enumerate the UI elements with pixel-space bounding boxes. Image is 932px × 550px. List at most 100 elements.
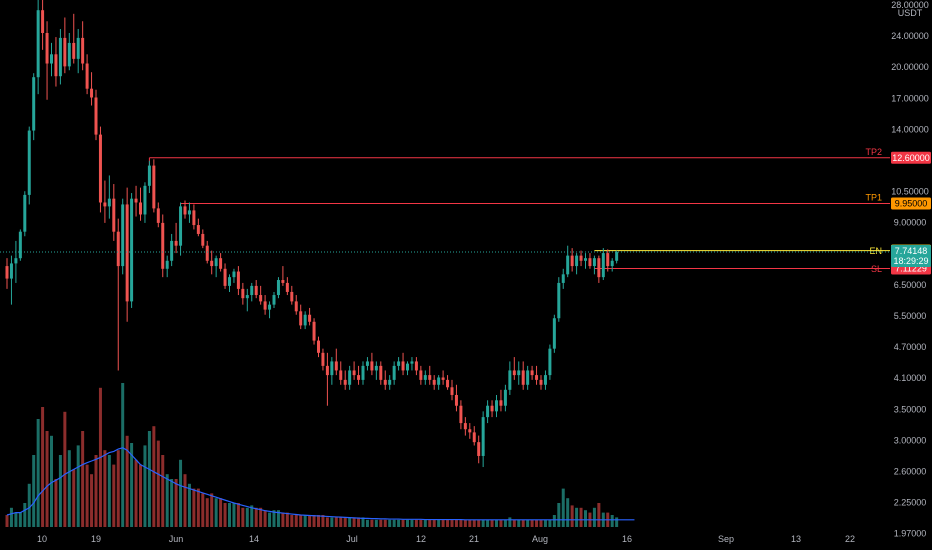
candle-body: [134, 198, 138, 203]
volume-bar: [210, 493, 214, 527]
candle-body: [557, 282, 561, 319]
candle-body: [228, 277, 231, 286]
candle-body: [50, 54, 53, 64]
candle: [45, 21, 49, 100]
candle: [499, 389, 503, 412]
candle: [548, 344, 552, 380]
candle-body: [18, 231, 22, 259]
candle-body: [419, 370, 423, 380]
volume-bar: [526, 519, 530, 527]
volume-bar: [446, 519, 450, 527]
time-tick-label: 12: [416, 534, 426, 544]
candle: [361, 361, 365, 385]
candle-body: [116, 231, 120, 267]
candle: [570, 248, 574, 272]
candle-body: [379, 365, 383, 380]
candle-body: [401, 361, 405, 371]
candle: [161, 214, 165, 278]
candle-body: [263, 301, 267, 310]
candle-body: [406, 363, 409, 371]
candle: [312, 318, 316, 345]
price-tick-label: 20.00000: [891, 62, 929, 72]
volume-bar: [130, 443, 134, 527]
candle: [5, 258, 9, 289]
candle: [170, 233, 174, 267]
candle-body: [325, 365, 329, 376]
volume-bar: [472, 519, 476, 527]
candle: [321, 348, 325, 371]
candle-body: [432, 379, 436, 385]
candle-body: [450, 387, 454, 395]
candle: [606, 249, 610, 272]
candle: [486, 400, 490, 424]
candle-body: [495, 400, 498, 412]
candle: [419, 365, 423, 385]
candle: [526, 365, 530, 390]
price-tag-tp2-text: 12.60000: [892, 153, 930, 163]
volume-bar: [156, 440, 160, 527]
candle-body: [192, 210, 196, 226]
volume-bar: [423, 519, 427, 527]
volume-bar: [36, 419, 40, 527]
axis-currency-label: USDT: [898, 8, 923, 18]
volume-bar: [192, 488, 196, 527]
candle-body: [503, 389, 507, 406]
volume-bar: [334, 517, 338, 527]
candle: [477, 435, 481, 464]
candle: [588, 253, 592, 269]
candle: [472, 426, 476, 446]
volume-bar: [152, 426, 156, 527]
candle-body: [54, 54, 58, 77]
candle: [579, 250, 583, 267]
candle: [365, 357, 369, 371]
volume-bar: [570, 505, 574, 527]
candle-body: [170, 240, 174, 261]
candle: [508, 361, 512, 395]
candle-body: [250, 285, 254, 296]
candle: [165, 255, 169, 278]
candle: [245, 288, 249, 312]
candle-body: [539, 379, 543, 385]
volume-bar: [454, 519, 458, 527]
candle: [388, 375, 392, 390]
volume-bar: [592, 507, 596, 527]
candle-body: [343, 379, 347, 385]
volume-bar: [76, 445, 80, 527]
candle: [468, 423, 472, 439]
candle-body: [410, 361, 414, 364]
candle-body: [299, 311, 303, 326]
time-tick-label: Sep: [718, 534, 734, 544]
candle-body: [210, 260, 214, 267]
volume-bar: [615, 517, 619, 527]
price-tick-label: 24.00000: [891, 31, 929, 41]
candle: [566, 245, 570, 278]
volume-bar: [58, 455, 62, 527]
time-tick-label: 13: [791, 534, 801, 544]
volume-bar: [147, 431, 151, 527]
volume-bar: [330, 517, 334, 527]
candle: [299, 304, 303, 330]
candle-body: [374, 365, 378, 371]
time-tick-label: 14: [249, 534, 259, 544]
candle-body: [161, 222, 165, 269]
candle-body: [526, 370, 530, 385]
candle-body: [330, 361, 334, 376]
candle: [268, 301, 272, 319]
candle: [294, 295, 298, 315]
time-axis[interactable]: 10 19 Jun 14 Jul 12 21 Aug 16 Sep 13 22: [37, 534, 855, 544]
volume-bar: [263, 510, 267, 527]
candle: [36, 0, 40, 95]
candle-body: [103, 202, 107, 207]
candle: [94, 89, 98, 141]
candle: [459, 400, 463, 430]
candle-body: [610, 260, 614, 267]
candle-body: [130, 198, 134, 302]
candle: [357, 365, 361, 385]
candle: [392, 361, 396, 385]
candle-body: [147, 165, 151, 186]
time-tick-label: Jul: [346, 534, 358, 544]
candle-body: [121, 204, 125, 267]
volume-bar: [357, 517, 361, 527]
